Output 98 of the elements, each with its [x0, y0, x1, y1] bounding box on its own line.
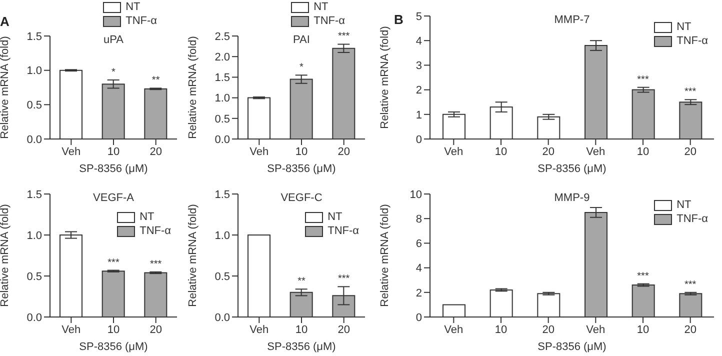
annotation: ** — [298, 276, 306, 288]
x-tick-label: 20 — [338, 324, 350, 336]
y-tick-label: 0.0 — [214, 134, 230, 146]
annotation: * — [112, 66, 116, 78]
text: A — [0, 14, 10, 29]
x-axis-title: SP-8356 (μM) — [78, 341, 149, 354]
x-tick-label: 20 — [542, 324, 554, 336]
x-tick-label: 10 — [494, 324, 508, 336]
y-tick-label: 2 — [416, 84, 422, 97]
x-tick-label: Veh — [586, 324, 606, 336]
x-tick-label: 20 — [684, 324, 696, 336]
y-tick-label: 1.5 — [26, 30, 42, 43]
chart-title: PAI — [293, 34, 310, 46]
legend-label: TNF-α — [676, 212, 708, 226]
x-tick-label: 20 — [150, 324, 162, 336]
x-tick-label: Veh — [62, 324, 81, 336]
annotation: *** — [338, 274, 350, 285]
annotation: *** — [637, 270, 649, 282]
y-axis-title: Relative mRNA (fold) — [378, 204, 391, 307]
x-tick-label: 20 — [542, 146, 554, 158]
x-tick-label: Veh — [586, 146, 606, 158]
legend-label: TNF-α — [328, 224, 359, 238]
y-tick-label: 1.5 — [214, 188, 230, 201]
x-tick-label: 10 — [107, 146, 120, 158]
x-tick-label: Veh — [444, 324, 464, 336]
y-tick-label: 2 — [416, 287, 422, 300]
annotation: *** — [108, 257, 120, 268]
y-tick-label: 3 — [416, 60, 422, 72]
x-tick-label: 10 — [494, 146, 508, 158]
y-tick-label: 1.5 — [214, 72, 230, 84]
text: B — [394, 12, 404, 27]
legend-label: NT — [140, 210, 154, 224]
y-tick-label: 0 — [416, 312, 422, 324]
legend-label: NT — [676, 198, 692, 212]
legend-label: NT — [314, 0, 328, 14]
y-tick-label: 0.0 — [214, 312, 230, 324]
y-tick-label: 0 — [416, 134, 422, 146]
y-tick-label: 0.5 — [214, 113, 230, 126]
x-tick-label: Veh — [250, 324, 269, 336]
annotation: *** — [637, 74, 649, 86]
y-tick-label: 0.5 — [214, 270, 230, 283]
legend-label: NT — [126, 0, 140, 14]
chart-title: VEGF-A — [92, 192, 135, 204]
chart-title: VEGF-C — [280, 192, 324, 204]
y-axis-title: Relative mRNA (fold) — [186, 204, 199, 307]
y-tick-label: 0.5 — [26, 270, 42, 283]
y-tick-label: 8 — [416, 214, 422, 226]
y-tick-label: 0.5 — [26, 100, 42, 112]
legend-label: TNF-α — [676, 34, 708, 48]
x-tick-label: 10 — [636, 146, 650, 158]
y-tick-label: 0.0 — [26, 312, 42, 324]
x-tick-label: 10 — [295, 324, 308, 336]
legend-label: TNF-α — [314, 14, 345, 28]
x-tick-label: Veh — [444, 146, 464, 158]
y-axis-title: Relative mRNA (fold) — [378, 26, 391, 129]
y-tick-label: 4 — [416, 36, 422, 48]
chart-title: MMP-7 — [554, 14, 590, 26]
y-tick-label: 2.0 — [214, 52, 230, 64]
x-axis-title: SP-8356 (μM) — [536, 341, 608, 354]
x-axis-title: SP-8356 (μM) — [266, 341, 337, 354]
annotation: *** — [684, 279, 696, 290]
y-tick-label: 0.0 — [26, 134, 42, 146]
y-tick-label: 2.5 — [214, 30, 230, 43]
chart-title: uPA — [102, 34, 124, 46]
chart-title: MMP-9 — [554, 192, 590, 204]
annotation: *** — [684, 86, 696, 98]
legend-label: TNF-α — [140, 224, 171, 238]
x-tick-label: 20 — [684, 146, 696, 158]
y-tick-label: 10 — [410, 188, 422, 201]
y-axis-title: Relative mRNA (fold) — [0, 36, 11, 139]
y-tick-label: 5 — [416, 10, 422, 23]
x-tick-label: Veh — [250, 146, 269, 158]
legend-label: TNF-α — [126, 14, 157, 28]
y-axis-title: Relative mRNA (fold) — [0, 204, 11, 307]
x-axis-title: SP-8356 (μM) — [78, 163, 149, 176]
y-tick-label: 4 — [416, 262, 422, 275]
x-tick-label: 10 — [295, 146, 308, 158]
annotation: * — [300, 62, 304, 74]
y-tick-label: 1.0 — [26, 65, 42, 78]
y-tick-label: 1.0 — [214, 230, 230, 242]
y-tick-label: 1.0 — [26, 230, 42, 242]
y-axis-title: Relative mRNA (fold) — [186, 36, 199, 139]
x-tick-label: 20 — [150, 146, 162, 158]
x-tick-label: 20 — [338, 146, 350, 158]
x-tick-label: 10 — [107, 324, 120, 336]
x-tick-label: Veh — [62, 146, 81, 158]
y-tick-label: 1 — [416, 109, 422, 122]
annotation: *** — [338, 31, 350, 42]
annotation: *** — [150, 258, 162, 270]
y-tick-label: 1.0 — [214, 92, 230, 105]
y-tick-label: 1.5 — [26, 188, 42, 201]
x-tick-label: 10 — [636, 324, 650, 336]
legend-label: NT — [676, 20, 692, 34]
x-axis-title: SP-8356 (μM) — [536, 163, 608, 176]
x-axis-title: SP-8356 (μM) — [266, 163, 337, 176]
y-tick-label: 6 — [416, 238, 422, 250]
annotation: ** — [152, 75, 160, 86]
legend-label: NT — [328, 210, 342, 224]
